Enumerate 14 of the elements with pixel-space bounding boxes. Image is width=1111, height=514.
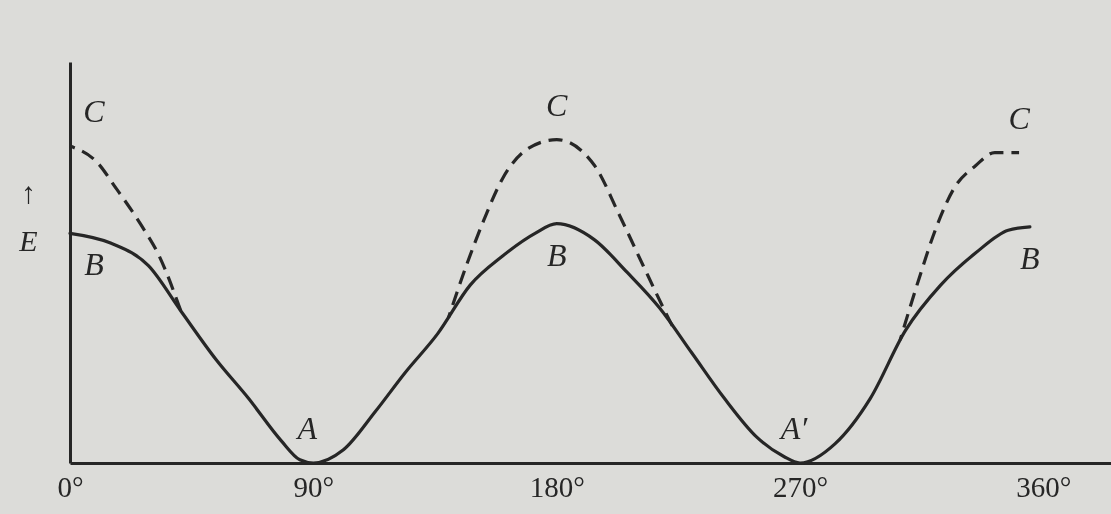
x-tick-label: 0° <box>57 470 84 503</box>
annotation: C <box>83 93 106 130</box>
x-tick-label: 180° <box>529 470 585 503</box>
annotation: C <box>546 86 569 123</box>
annotation: A′ <box>778 410 809 446</box>
y-axis-title: ↑ E <box>18 175 38 257</box>
x-tick-label: 90° <box>293 470 335 503</box>
x-tick-label: 270° <box>773 470 829 503</box>
annotation: C <box>1008 99 1031 136</box>
annotation: A <box>295 410 318 446</box>
annotation: B <box>1020 239 1040 276</box>
x-tick-label: 360° <box>1016 470 1072 503</box>
annotation: B <box>84 246 104 283</box>
annotation: B <box>546 236 567 273</box>
